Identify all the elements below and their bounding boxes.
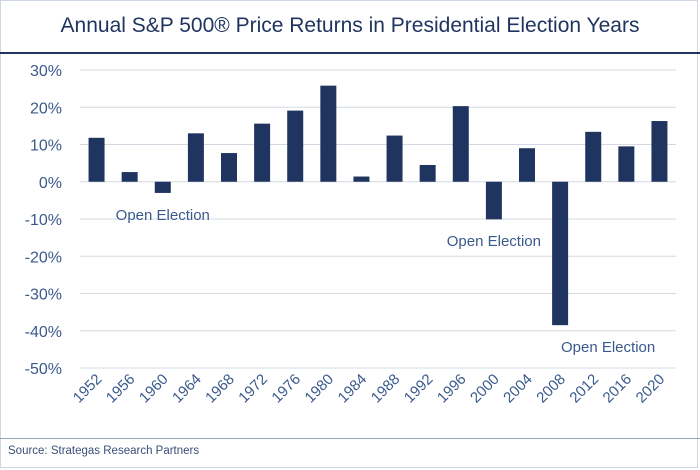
x-tick-label: 2012 — [566, 371, 602, 407]
x-tick-label: 1972 — [235, 371, 271, 407]
bar — [221, 153, 237, 182]
y-tick-label: 20% — [30, 100, 62, 117]
bar — [519, 148, 535, 182]
x-tick-label: 2020 — [633, 371, 669, 407]
x-tick-label: 2008 — [533, 371, 569, 407]
x-tick-label: 1952 — [70, 371, 106, 407]
chart-title: Annual S&P 500® Price Returns in Preside… — [60, 14, 640, 37]
y-tick-label: -50% — [25, 361, 62, 378]
annotation-open-election: Open Election — [116, 207, 210, 224]
x-tick-label: 1956 — [103, 371, 139, 407]
bar — [287, 110, 304, 182]
x-tick-label: 1980 — [302, 371, 338, 407]
bar — [419, 164, 436, 182]
bar-chart: 30%20%10%0%-10%-20%-30%-40%-50%195219561… — [25, 63, 676, 407]
source-divider — [0, 438, 700, 439]
y-tick-label: 0% — [39, 175, 62, 192]
bar — [320, 85, 337, 182]
x-tick-label: 1968 — [202, 371, 238, 407]
y-tick-label: -30% — [25, 287, 62, 304]
bar — [386, 135, 403, 182]
y-tick-label: 10% — [30, 138, 62, 155]
bar — [254, 123, 271, 182]
x-tick-label: 2016 — [600, 371, 636, 407]
x-tick-label: 1964 — [169, 371, 205, 407]
x-tick-label: 1976 — [268, 371, 304, 407]
x-tick-label: 1984 — [335, 371, 371, 407]
bar — [585, 131, 602, 182]
x-tick-label: 1988 — [368, 371, 404, 407]
annotation-open-election: Open Election — [447, 233, 541, 250]
x-tick-label: 1960 — [136, 371, 172, 407]
bar — [485, 181, 502, 220]
bar — [452, 106, 469, 182]
title-divider — [0, 52, 700, 54]
bar — [552, 181, 569, 326]
x-tick-label: 1996 — [434, 371, 470, 407]
y-tick-label: -20% — [25, 249, 62, 266]
bar — [618, 146, 635, 182]
y-tick-label: -10% — [25, 212, 62, 229]
bar — [154, 181, 171, 193]
y-tick-label: -40% — [25, 324, 62, 341]
bar — [353, 176, 370, 182]
x-tick-label: 2000 — [467, 371, 503, 407]
bar — [187, 133, 204, 182]
x-tick-label: 2004 — [500, 371, 536, 407]
y-tick-label: 30% — [30, 63, 62, 80]
bar — [121, 172, 138, 182]
bar — [651, 121, 668, 182]
source-note: Source: Strategas Research Partners — [8, 445, 200, 457]
annotation-open-election: Open Election — [561, 339, 655, 356]
x-tick-label: 1992 — [401, 371, 437, 407]
bar — [88, 137, 105, 182]
